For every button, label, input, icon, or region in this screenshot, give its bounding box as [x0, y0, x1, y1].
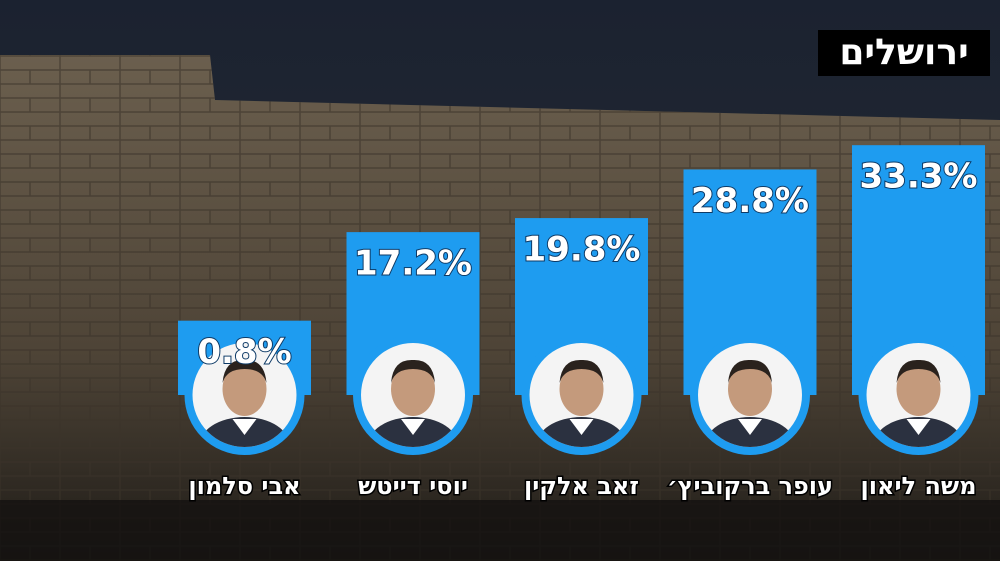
value-label: 33.3%: [860, 157, 978, 197]
portrait-head: [728, 362, 772, 416]
portrait-body: [872, 417, 965, 447]
title-box: [818, 30, 990, 76]
value-label: 17.2%: [354, 244, 472, 284]
portrait-head: [391, 362, 435, 416]
portrait-hair: [391, 359, 435, 383]
portrait-collar: [232, 419, 257, 435]
portrait: [535, 359, 628, 447]
portrait-collar: [569, 419, 594, 435]
photo: [698, 343, 802, 447]
photo: [361, 343, 465, 447]
category-label: זאב אלקין: [524, 472, 639, 500]
bars: 0.8% אבי סלמון 17.2% יוסי דייטש 19.8% זאב אלק…: [178, 145, 985, 502]
portrait: [872, 359, 965, 447]
portrait: [704, 359, 796, 447]
portrait-body: [198, 417, 291, 447]
value-label: 0.8%: [197, 332, 291, 372]
wall-stones: [0, 55, 1000, 561]
value-label: 28.8%: [691, 181, 809, 221]
photo: [866, 343, 971, 447]
category-label: משה ליאון: [861, 472, 977, 500]
portrait-head: [559, 362, 604, 416]
portrait-hair: [222, 359, 267, 383]
category-label: אבי סלמון: [188, 472, 300, 500]
photo: [192, 343, 297, 447]
portrait-hair: [896, 359, 941, 383]
portrait-head: [222, 362, 267, 416]
category-label: יוסי דייטש: [358, 472, 468, 500]
chart-title: ירושלים: [839, 32, 968, 73]
portrait-hair: [728, 359, 772, 383]
portrait-collar: [906, 419, 931, 435]
crowd: [0, 500, 1000, 561]
portrait: [367, 359, 459, 447]
portrait-collar: [401, 419, 425, 435]
category-label: עופר ברקוביץ׳: [667, 472, 833, 500]
portrait-body: [367, 417, 459, 447]
value-label: 19.8%: [523, 230, 641, 270]
portrait: [198, 359, 291, 447]
portrait-collar: [738, 419, 762, 435]
portrait-head: [896, 362, 941, 416]
portrait-hair: [559, 359, 604, 383]
portrait-body: [535, 417, 628, 447]
photo: [529, 343, 634, 447]
portrait-body: [704, 417, 796, 447]
